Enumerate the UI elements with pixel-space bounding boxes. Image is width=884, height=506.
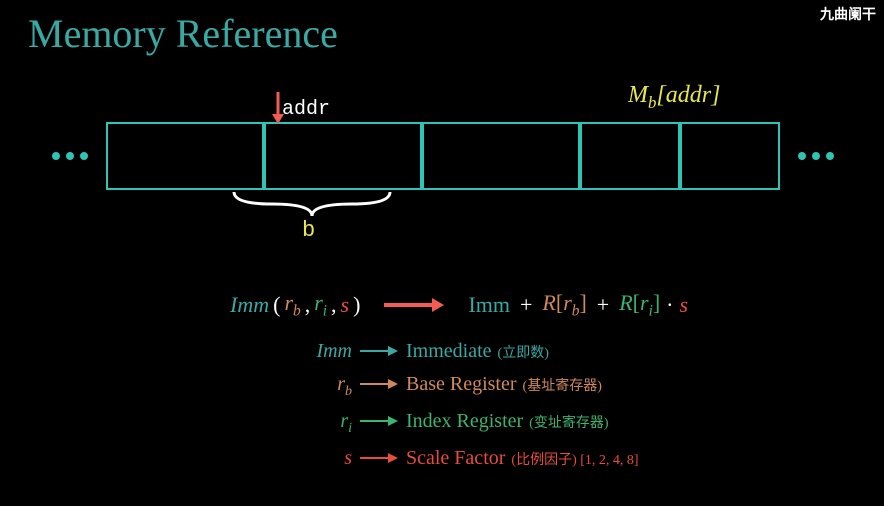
addr-label: addr <box>282 98 330 121</box>
formula-comma1: , <box>305 292 311 318</box>
formula-rb-sub: b <box>293 302 301 319</box>
legend-arrow-icon <box>360 373 398 396</box>
formula: Imm(rb,ri,s) Imm + R[rb] + R[ri]·s <box>230 290 688 320</box>
legend-arrow-icon <box>360 340 398 363</box>
formula-imm: Imm <box>230 292 269 318</box>
b-label: b <box>302 218 315 243</box>
legend-row: s Scale Factor (比例因子) [1, 2, 4, 8] <box>298 447 639 470</box>
memory-strip <box>34 122 854 190</box>
Rri-open: [ <box>633 290 640 315</box>
legend-desc: Base Register <box>406 373 517 396</box>
formula-dot: · <box>666 292 673 318</box>
mb-open: [ <box>656 82 665 108</box>
watermark: 九曲阑干 <box>820 4 876 24</box>
legend-row: ri Index Register (变址寄存器) <box>298 410 639 437</box>
Rri-close: ] <box>653 290 660 315</box>
Rrb-R: R <box>542 290 555 315</box>
formula-open: ( <box>273 292 280 318</box>
memory-cell <box>580 122 680 190</box>
mb-close: ] <box>711 82 720 108</box>
legend-cn: (变址寄存器) <box>529 412 608 432</box>
Rri-r: r <box>640 290 649 315</box>
mb-M: M <box>628 82 648 108</box>
formula-imm2: Imm <box>468 292 510 318</box>
legend-desc: Immediate <box>406 340 492 363</box>
legend-row: rb Base Register (基址寄存器) <box>298 373 639 400</box>
legend-symbol: Imm <box>298 340 352 363</box>
page-title: Memory Reference <box>28 10 338 57</box>
Rri-R: R <box>619 290 632 315</box>
memory-cell <box>106 122 264 190</box>
legend-cn: (立即数) <box>498 342 549 362</box>
arrow-right-icon <box>384 296 444 314</box>
mb-addr: addr <box>666 82 711 108</box>
legend-desc: Scale Factor <box>406 447 505 470</box>
formula-Rri: R[ri] <box>619 290 660 320</box>
formula-plus1: + <box>520 292 532 318</box>
memory-ellipsis <box>780 122 852 190</box>
legend-symbol: rb <box>298 373 352 400</box>
formula-rb-r: r <box>284 290 293 315</box>
formula-comma2: , <box>331 292 337 318</box>
memory-cell <box>422 122 580 190</box>
formula-s2: s <box>680 292 689 318</box>
formula-rb: rb <box>284 290 300 320</box>
memory-ellipsis <box>34 122 106 190</box>
formula-close: ) <box>353 292 360 318</box>
legend: ImmImmediate(立即数)rbBase Register(基址寄存器)r… <box>298 340 639 480</box>
memory-cell <box>680 122 780 190</box>
legend-cn: (比例因子) [1, 2, 4, 8] <box>511 449 638 469</box>
formula-Rrb: R[rb] <box>542 290 586 320</box>
memory-cell <box>264 122 422 190</box>
legend-desc: Index Register <box>406 410 523 433</box>
legend-arrow-icon <box>360 410 398 433</box>
formula-s: s <box>341 292 350 318</box>
Rrb-r: r <box>563 290 572 315</box>
legend-arrow-icon <box>360 447 398 470</box>
formula-ri-sub: i <box>323 302 327 319</box>
brace-icon <box>232 190 392 218</box>
legend-cn: (基址寄存器) <box>523 375 602 395</box>
mb-label: Mb[addr] <box>628 82 720 113</box>
legend-row: Imm Immediate (立即数) <box>298 340 639 363</box>
legend-symbol: s <box>298 447 352 470</box>
formula-plus2: + <box>597 292 609 318</box>
formula-ri-r: r <box>314 290 323 315</box>
formula-ri: ri <box>314 290 327 320</box>
Rrb-close: ] <box>579 290 586 315</box>
legend-symbol: ri <box>298 410 352 437</box>
